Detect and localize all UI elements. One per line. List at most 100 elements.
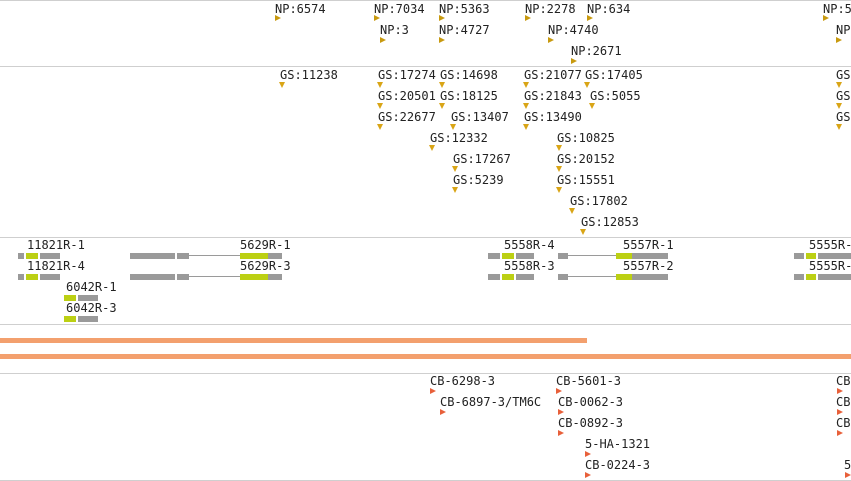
np-marker-icon[interactable]	[525, 15, 531, 21]
gs-marker-icon[interactable]	[556, 145, 562, 151]
np-marker-icon[interactable]	[836, 37, 842, 43]
np-label[interactable]: NP:2671	[571, 44, 622, 58]
gs-label[interactable]: GS:5055	[590, 89, 641, 103]
gs-label[interactable]: GS:17274	[378, 68, 436, 82]
gs-label[interactable]: GS:14698	[440, 68, 498, 82]
gs-label[interactable]: GS:12853	[581, 215, 639, 229]
gs-label[interactable]: GS:17267	[453, 152, 511, 166]
gene-label[interactable]: 5557R-1	[623, 238, 674, 252]
cb-marker-icon[interactable]	[837, 430, 843, 436]
np-marker-icon[interactable]	[275, 15, 281, 21]
cb-marker-icon[interactable]	[837, 409, 843, 415]
np-label[interactable]: NP:4727	[439, 23, 490, 37]
gs-marker-icon[interactable]	[439, 103, 445, 109]
gene-model[interactable]	[18, 274, 60, 280]
gs-marker-icon[interactable]	[584, 82, 590, 88]
cb-marker-icon[interactable]	[558, 409, 564, 415]
gene-label[interactable]: 5629R-3	[240, 259, 291, 273]
cb-marker-icon[interactable]	[430, 388, 436, 394]
np-marker-icon[interactable]	[439, 37, 445, 43]
gs-marker-icon[interactable]	[523, 124, 529, 130]
gene-model[interactable]	[558, 274, 668, 280]
gene-model[interactable]	[64, 295, 98, 301]
gs-label[interactable]: GS:17802	[570, 194, 628, 208]
gs-marker-icon[interactable]	[836, 124, 842, 130]
gs-marker-icon[interactable]	[450, 124, 456, 130]
gs-label[interactable]: GS:13407	[451, 110, 509, 124]
cb-marker-icon[interactable]	[585, 451, 591, 457]
np-label[interactable]: NP:5363	[439, 2, 490, 16]
gs-marker-icon[interactable]	[836, 82, 842, 88]
gs-label[interactable]: GS:12332	[430, 131, 488, 145]
gs-label[interactable]: GS:22677	[378, 110, 436, 124]
cb-marker-icon[interactable]	[585, 472, 591, 478]
cb-label[interactable]: CB-0062-3	[558, 395, 624, 409]
gs-marker-icon[interactable]	[279, 82, 285, 88]
gs-marker-icon[interactable]	[429, 145, 435, 151]
cb-label[interactable]: CB	[836, 416, 851, 430]
gs-marker-icon[interactable]	[377, 124, 383, 130]
gene-label[interactable]: 11821R-4	[27, 259, 85, 273]
np-marker-icon[interactable]	[374, 15, 380, 21]
gene-label[interactable]: 6042R-3	[66, 301, 117, 315]
gene-label[interactable]: 5557R-2	[623, 259, 674, 273]
np-label[interactable]: NP:634	[587, 2, 631, 16]
region-bar[interactable]	[0, 354, 851, 359]
gs-label[interactable]: GS:21843	[524, 89, 582, 103]
np-marker-icon[interactable]	[571, 58, 577, 64]
gene-label[interactable]: 5558R-3	[504, 259, 555, 273]
gs-marker-icon[interactable]	[556, 166, 562, 172]
gene-model[interactable]	[130, 274, 282, 280]
cb-label[interactable]: CB	[836, 374, 851, 388]
np-label[interactable]: NP:7034	[374, 2, 425, 16]
gene-model[interactable]	[558, 253, 668, 259]
gs-label[interactable]: GS:11238	[280, 68, 338, 82]
gs-marker-icon[interactable]	[569, 208, 575, 214]
gs-label[interactable]: GS:10825	[557, 131, 615, 145]
cb-label[interactable]: CB-6298-3	[430, 374, 496, 388]
cb-label[interactable]: 5-HA-1321	[585, 437, 651, 451]
gene-label[interactable]: 5555R-	[809, 259, 851, 273]
gs-marker-icon[interactable]	[589, 103, 595, 109]
gene-model[interactable]	[64, 316, 98, 322]
gene-model[interactable]	[18, 253, 60, 259]
np-label[interactable]: NP	[836, 23, 851, 37]
gs-label[interactable]: GS:18125	[440, 89, 498, 103]
np-label[interactable]: NP:6574	[275, 2, 326, 16]
gs-marker-icon[interactable]	[377, 103, 383, 109]
gs-label[interactable]: GS:15551	[557, 173, 615, 187]
cb-label[interactable]: CB-6897-3/TM6C	[440, 395, 542, 409]
np-marker-icon[interactable]	[823, 15, 829, 21]
cb-label[interactable]: CB-5601-3	[556, 374, 622, 388]
np-marker-icon[interactable]	[380, 37, 386, 43]
np-label[interactable]: NP:2278	[525, 2, 576, 16]
region-bar[interactable]	[0, 338, 587, 343]
cb-label[interactable]: CB-0224-3	[585, 458, 651, 472]
gene-model[interactable]	[794, 274, 851, 280]
gs-marker-icon[interactable]	[452, 187, 458, 193]
gs-label[interactable]: GS:5239	[453, 173, 504, 187]
cb-marker-icon[interactable]	[837, 388, 843, 394]
gs-label[interactable]: GS:21077	[524, 68, 582, 82]
gs-marker-icon[interactable]	[523, 82, 529, 88]
gs-label[interactable]: GS:17405	[585, 68, 643, 82]
np-label[interactable]: NP:3	[380, 23, 409, 37]
gs-marker-icon[interactable]	[377, 82, 383, 88]
cb-marker-icon[interactable]	[440, 409, 446, 415]
gene-label[interactable]: 5629R-1	[240, 238, 291, 252]
cb-label[interactable]: 5	[844, 458, 851, 472]
gene-label[interactable]: 5555R-	[809, 238, 851, 252]
gene-model[interactable]	[488, 274, 534, 280]
gs-label[interactable]: GS:13490	[524, 110, 582, 124]
gs-label[interactable]: GS:20501	[378, 89, 436, 103]
cb-marker-icon[interactable]	[558, 430, 564, 436]
gene-model[interactable]	[130, 253, 282, 259]
gs-marker-icon[interactable]	[556, 187, 562, 193]
gene-model[interactable]	[794, 253, 851, 259]
gene-model[interactable]	[488, 253, 534, 259]
cb-label[interactable]: CB-0892-3	[558, 416, 624, 430]
np-marker-icon[interactable]	[587, 15, 593, 21]
cb-marker-icon[interactable]	[556, 388, 562, 394]
gs-label[interactable]: GS	[836, 89, 851, 103]
cb-marker-icon[interactable]	[845, 472, 851, 478]
